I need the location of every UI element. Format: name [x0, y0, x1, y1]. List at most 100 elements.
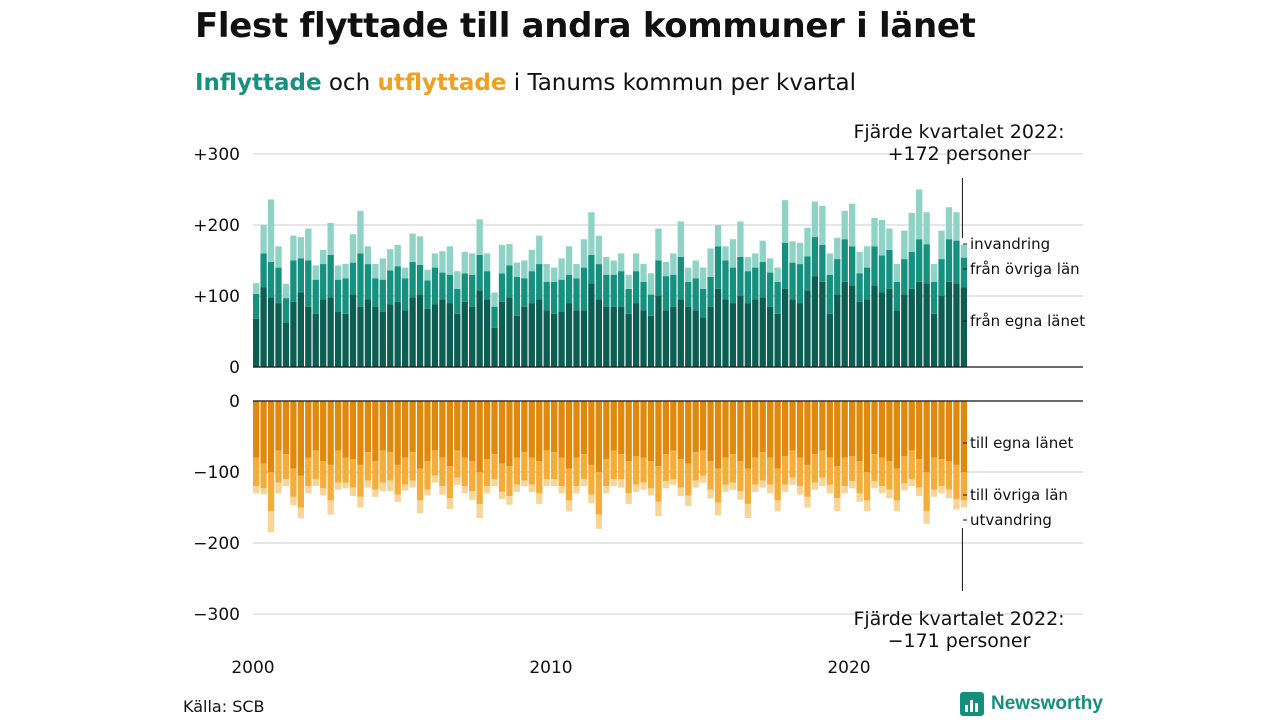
outflow-bar [260, 488, 267, 495]
outflow-bar [409, 452, 416, 481]
outflow-bar [558, 486, 565, 494]
inflow-bar [424, 280, 431, 309]
outflow-bar [439, 401, 446, 458]
outflow-bar [595, 514, 602, 529]
outflow-bar [670, 450, 677, 480]
inflow-bar [312, 279, 319, 314]
inflow-bar [826, 274, 833, 314]
inflow-bar [402, 267, 409, 279]
outflow-bar [692, 401, 699, 453]
inflow-bar [893, 281, 900, 311]
outflow-bar [573, 401, 580, 458]
inflow-bar [871, 246, 878, 286]
outflow-bar [610, 479, 617, 487]
inflow-bar [759, 297, 766, 367]
inflow-bar [774, 267, 781, 282]
inflow-bar [811, 237, 819, 277]
logo-chart-icon [960, 692, 984, 716]
y-tick-label-bottom: −200 [193, 534, 240, 554]
outflow-bar [960, 401, 968, 472]
inflow-bar [632, 271, 640, 304]
annotation-top-line2: +172 personer [888, 143, 1031, 165]
outflow-bar [692, 480, 699, 488]
inflow-bar [655, 228, 662, 261]
outflow-bar [849, 456, 856, 482]
outflow-bar [394, 401, 401, 465]
inflow-bar [446, 303, 453, 367]
inflow-bar [253, 293, 260, 319]
outflow-bar [752, 401, 759, 458]
inflow-bar [379, 311, 386, 367]
outflow-bar [483, 401, 491, 460]
inflow-bar [476, 219, 483, 255]
inflow-bar [878, 255, 886, 293]
outflow-bar [521, 452, 528, 481]
outflow-bar [469, 491, 476, 500]
inflow-bar [849, 203, 856, 247]
inflow-bar [960, 257, 968, 288]
inflow-bar [290, 260, 297, 302]
inflow-bar [930, 313, 938, 367]
inflow-bar [565, 303, 573, 367]
outflow-bar [536, 401, 543, 462]
outflow-bar [297, 401, 304, 476]
inflow-bar [789, 299, 796, 367]
outflow-bar [893, 401, 900, 469]
inflow-bar [446, 274, 453, 304]
inflow-bar [498, 301, 506, 367]
outflow-bar [327, 401, 334, 465]
outflow-bar [945, 489, 953, 499]
inflow-bar [297, 258, 304, 293]
inflow-bar [320, 249, 327, 265]
inflow-bar [647, 273, 655, 295]
outflow-bar [603, 401, 610, 460]
outflow-bar [565, 500, 573, 512]
outflow-bar [841, 401, 848, 458]
inflow-bar [409, 297, 416, 367]
outflow-bar [677, 459, 684, 488]
inflow-bar [752, 267, 759, 300]
outflow-bar [819, 450, 826, 478]
outflow-bar [685, 401, 692, 464]
inflow-bar [677, 299, 684, 367]
outflow-bar [402, 457, 409, 485]
outflow-bar [618, 401, 625, 455]
outflow-bar [930, 457, 938, 490]
inflow-bar [640, 310, 647, 367]
outflow-bar [551, 401, 558, 453]
inflow-bar [267, 199, 275, 262]
inflow-bar [573, 310, 580, 367]
inflow-bar [528, 271, 535, 304]
inflow-bar [789, 262, 796, 300]
inflow-bar [893, 310, 900, 367]
inflow-bar [662, 261, 670, 277]
series-label-outflow: till egna länet [970, 434, 1073, 452]
outflow-bar [536, 461, 543, 494]
inflow-bar [737, 296, 744, 367]
inflow-bar [372, 278, 379, 307]
inflow-bar [588, 254, 595, 284]
outflow-bar [372, 489, 379, 497]
inflow-bar [916, 239, 923, 282]
outflow-bar [901, 456, 908, 484]
inflow-bar [551, 267, 558, 282]
inflow-bar [513, 276, 521, 316]
inflow-bar [707, 276, 714, 307]
inflow-bar [439, 299, 446, 367]
outflow-bar [700, 475, 707, 483]
inflow-bar [253, 318, 260, 367]
inflow-bar [923, 212, 930, 245]
inflow-bar [618, 306, 625, 367]
inflow-bar [454, 288, 461, 314]
inflow-bar [700, 317, 707, 367]
inflow-bar [260, 225, 267, 254]
inflow-bar [729, 267, 737, 304]
inflow-bar [498, 244, 506, 274]
inflow-bar [595, 235, 602, 265]
inflow-bar [320, 264, 327, 300]
outflow-bar [655, 466, 662, 502]
outflow-bar [789, 450, 796, 478]
inflow-bar [722, 246, 729, 261]
outflow-bar [305, 486, 312, 494]
outflow-bar [543, 479, 550, 487]
